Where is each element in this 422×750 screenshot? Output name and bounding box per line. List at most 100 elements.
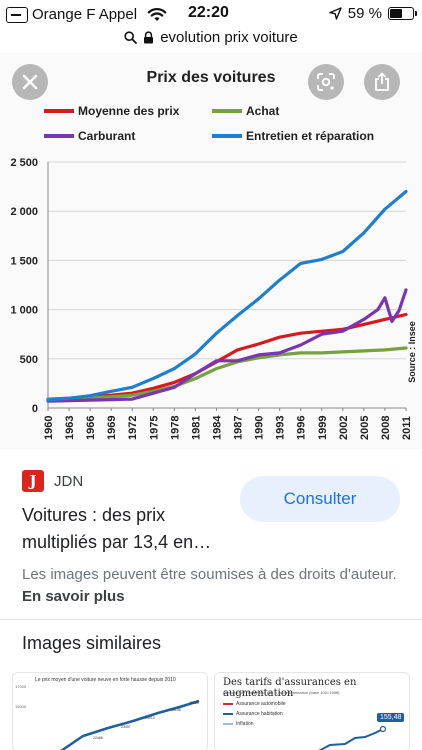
similar-images-heading: Images similaires (22, 633, 162, 653)
y-tick-label: 0 (32, 403, 38, 415)
series-point-2 (194, 372, 197, 375)
url-bar[interactable]: evolution prix voiture (0, 26, 422, 48)
series-point-1 (299, 352, 302, 354)
lock-icon (144, 30, 154, 43)
series-point-3 (89, 394, 91, 397)
x-tick-label: 1978 (169, 416, 181, 440)
series-line-1 (46, 346, 408, 401)
x-tick-label: 2008 (380, 416, 392, 440)
series-point-2 (68, 399, 70, 402)
thumb1-label: 25108 (171, 708, 181, 712)
chart-grid (48, 161, 406, 409)
y-tick-label: 500 (20, 354, 38, 366)
carrier-label: Orange F Appel (32, 6, 138, 23)
series-point-0 (321, 330, 323, 333)
thumb2-line (318, 728, 384, 750)
series-point-0 (173, 381, 176, 384)
series-point-0 (236, 349, 239, 351)
chart-source-note: Source : Insee (407, 321, 417, 383)
thumb2-legend-item: Assurance automobile (223, 701, 285, 707)
series-point-2 (405, 289, 407, 291)
series-point-3 (342, 250, 344, 253)
series-point-1 (405, 347, 407, 349)
wifi-icon (147, 8, 167, 21)
series-point-2 (321, 333, 323, 336)
thumb2-title: Des tarifs d'assurances en augmentation (223, 677, 357, 699)
y-tick-label: 2 500 (10, 157, 38, 169)
x-tick-label: 2005 (359, 416, 371, 440)
learn-more-link[interactable]: En savoir plus (22, 588, 125, 605)
battery-level-fill (390, 9, 402, 18)
series-line-3 (46, 189, 408, 402)
series-point-1 (110, 395, 112, 398)
search-query-text: evolution prix voiture (160, 28, 298, 46)
series-point-0 (363, 323, 365, 326)
series-point-2 (384, 297, 386, 299)
series-point-0 (384, 318, 386, 321)
series-point-1 (384, 349, 386, 351)
divider (0, 619, 422, 620)
series-point-1 (131, 394, 133, 397)
thumb1-chart: 17000 15000 22466 23407 24013 25108 2562… (15, 684, 200, 750)
y-tick-label: 2 000 (10, 206, 38, 218)
series-point-1 (257, 357, 260, 359)
x-tick-label: 1999 (317, 416, 329, 440)
result-title[interactable]: Voitures : des prix multipliés par 13,4 … (22, 505, 212, 552)
close-button[interactable] (12, 64, 48, 100)
series-point-3 (236, 314, 239, 317)
thumb2-badge: 155,48 (377, 713, 405, 722)
source-row[interactable]: J JDN (22, 470, 83, 492)
thumb1-ytick: 17000 (15, 684, 27, 689)
chart-svg: Prix des voitures Moyenne des prix Achat… (10, 69, 417, 440)
series-point-0 (278, 336, 281, 339)
status-right: 59 % (329, 5, 417, 22)
series-point-2 (152, 392, 155, 395)
x-tick-label: 1987 (233, 416, 245, 440)
chart-title: Prix des voitures (147, 69, 276, 86)
series-point-1 (342, 351, 344, 353)
series-point-2 (363, 318, 365, 321)
thumb1-label: 24013 (145, 716, 155, 720)
legend-label-moyenne: Moyenne des prix (78, 104, 180, 118)
status-left: Orange F Appel (6, 6, 167, 23)
series-point-2 (398, 309, 400, 312)
legend-label-entretien: Entretien et réparation (246, 129, 374, 143)
thumb2-marker (379, 725, 387, 733)
series-point-1 (194, 377, 197, 380)
series-point-1 (215, 367, 218, 370)
share-button[interactable] (364, 64, 400, 100)
series-point-1 (363, 350, 365, 352)
series-point-3 (152, 377, 155, 380)
chart-image: Prix des voitures Moyenne des prix Achat… (0, 52, 422, 450)
status-time: 22:20 (188, 4, 229, 21)
series-point-2 (257, 354, 260, 356)
source-name: JDN (54, 472, 84, 490)
x-tick-label: 2002 (338, 416, 350, 440)
lens-button[interactable] (308, 64, 344, 100)
rights-text: Les images peuvent être soumises à des d… (22, 566, 397, 583)
y-tick-label: 1 000 (10, 305, 38, 317)
x-tick-label: 1984 (211, 415, 223, 440)
similar-image-2[interactable]: Des tarifs d'assurances en augmentation … (214, 672, 410, 750)
series-point-0 (257, 343, 260, 345)
series-point-1 (321, 352, 323, 354)
series-point-2 (173, 386, 176, 389)
thumb2-legend-item: Assurance habitation (223, 711, 283, 717)
location-arrow-icon (329, 7, 342, 20)
series-point-3 (257, 298, 260, 300)
series-point-3 (405, 190, 407, 193)
thumb1-label: 22466 (93, 736, 103, 740)
series-point-3 (384, 208, 386, 210)
lens-icon (317, 73, 335, 91)
series-point-2 (131, 398, 133, 400)
thumb2-subtitle: Evolution de l'indice des prix à la cons… (223, 690, 340, 695)
consult-button[interactable]: Consulter (240, 476, 400, 522)
series-point-2 (215, 360, 218, 362)
thumb1-line (60, 699, 200, 750)
similar-image-1[interactable]: Le prix moyen d'une voiture neuve en for… (12, 672, 208, 750)
series-point-3 (173, 367, 176, 370)
source-logo: J (22, 470, 44, 492)
thumb1-label: 25628 (189, 701, 199, 705)
series-point-2 (236, 360, 239, 362)
series-point-2 (391, 320, 393, 323)
